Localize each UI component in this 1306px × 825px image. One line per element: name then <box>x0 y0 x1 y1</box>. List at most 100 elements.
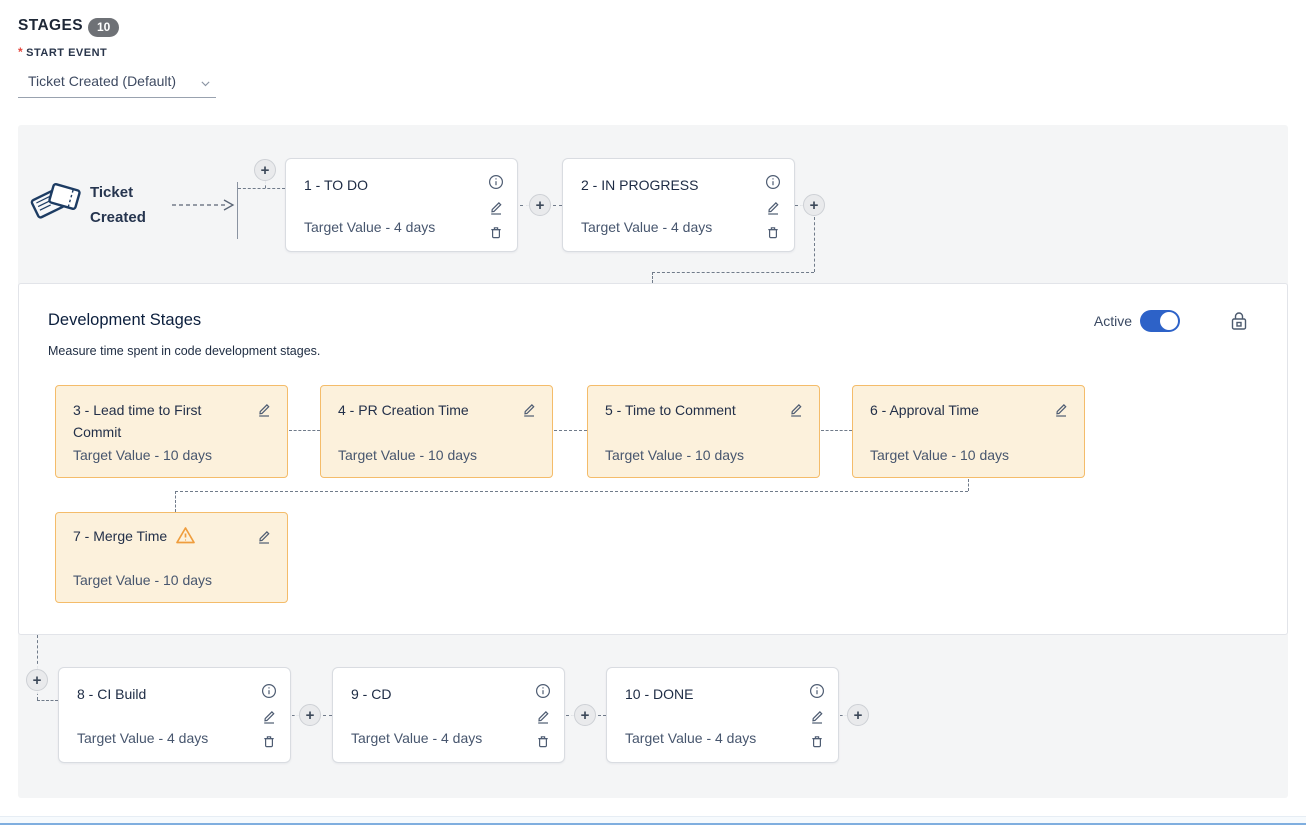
stage-card-9: 9 - CD Target Value - 4 days <box>332 667 565 763</box>
stage-card-2: 2 - IN PROGRESS Target Value - 4 days <box>562 158 795 252</box>
connector-9-10b <box>598 715 606 716</box>
stage-title: 6 - Approval Time <box>870 402 979 418</box>
stage-title: 2 - IN PROGRESS <box>581 177 699 193</box>
stage-title: 1 - TO DO <box>304 177 369 193</box>
connector-start-stage1 <box>238 188 285 189</box>
stage-target-value: Target Value - 10 days <box>73 572 213 588</box>
stage-card-10: 10 - DONE Target Value - 4 days <box>606 667 839 763</box>
stage-target-value: Target Value - 4 days <box>581 219 713 235</box>
edit-icon[interactable] <box>260 707 278 725</box>
edit-icon[interactable] <box>787 400 805 418</box>
connector-dev-8-h <box>37 700 58 701</box>
add-stage-button-before-8[interactable]: + <box>26 669 48 691</box>
trash-icon[interactable] <box>808 732 826 750</box>
active-toggle[interactable] <box>1140 310 1180 332</box>
chevron-down-icon <box>199 77 212 90</box>
connector-2-dev-v1 <box>814 217 815 272</box>
connector-9-10a <box>566 715 574 716</box>
lock-icon[interactable] <box>1229 310 1249 332</box>
edit-icon[interactable] <box>1052 400 1070 418</box>
page-title: STAGES <box>18 17 83 34</box>
stage-target-value: Target Value - 4 days <box>625 730 757 746</box>
add-stage-button-before-1[interactable]: + <box>254 159 276 181</box>
connector-6-7-v1 <box>968 479 969 491</box>
edit-icon[interactable] <box>520 400 538 418</box>
info-icon[interactable] <box>534 682 552 700</box>
trash-icon[interactable] <box>534 732 552 750</box>
stage-target-value: Target Value - 10 days <box>870 447 1010 463</box>
stage-target-value: Target Value - 4 days <box>351 730 483 746</box>
info-icon[interactable] <box>260 682 278 700</box>
connector-1-2a <box>520 205 529 206</box>
stage-title: 7 - Merge Time <box>73 527 168 544</box>
connector-6-7-h <box>175 491 968 492</box>
warning-icon <box>175 526 196 545</box>
edit-icon[interactable] <box>764 198 782 216</box>
connector-5-6 <box>821 430 852 431</box>
connector-6-7-v2 <box>175 491 176 512</box>
connector-2-plus <box>795 205 803 206</box>
connector-1-2b <box>553 205 562 206</box>
edit-icon[interactable] <box>534 707 552 725</box>
start-node-label: Ticket Created <box>90 184 146 226</box>
info-icon[interactable] <box>764 173 782 191</box>
edit-icon[interactable] <box>255 400 273 418</box>
development-section-subtitle: Measure time spent in code development s… <box>48 344 321 358</box>
connector-10-plus <box>840 715 847 716</box>
start-event-selected-value: Ticket Created (Default) <box>28 73 177 89</box>
stage-card-4: 4 - PR Creation Time Target Value - 10 d… <box>320 385 553 478</box>
footer-band <box>0 816 1306 823</box>
stage-card-3: 3 - Lead time to First Commit Target Val… <box>55 385 288 478</box>
stage-title: 3 - Lead time to First Commit <box>73 402 202 440</box>
stage-card-5: 5 - Time to Comment Target Value - 10 da… <box>587 385 820 478</box>
edit-icon[interactable] <box>255 527 273 545</box>
add-stage-button-after-2[interactable]: + <box>803 194 825 216</box>
ticket-icon <box>26 174 84 228</box>
add-stage-button-between-1-2[interactable]: + <box>529 194 551 216</box>
start-junction-line <box>237 182 238 239</box>
start-event-label: * START EVENT <box>18 45 107 59</box>
add-stage-button-between-8-9[interactable]: + <box>299 704 321 726</box>
stage-card-7: 7 - Merge Time Target Value - 10 days <box>55 512 288 603</box>
edit-icon[interactable] <box>808 707 826 725</box>
start-arrow <box>172 198 240 212</box>
stage-title: 5 - Time to Comment <box>605 402 736 418</box>
connector-4-5 <box>554 430 587 431</box>
info-icon[interactable] <box>808 682 826 700</box>
connector-3-4 <box>289 430 320 431</box>
connector-8-9b <box>323 715 332 716</box>
stage-title: 8 - CI Build <box>77 686 147 702</box>
stage-card-8: 8 - CI Build Target Value - 4 days <box>58 667 291 763</box>
development-section-title: Development Stages <box>48 311 202 329</box>
info-icon[interactable] <box>487 173 505 191</box>
footer-divider <box>0 823 1306 825</box>
add-stage-button-between-9-10[interactable]: + <box>574 704 596 726</box>
connector-2-dev-h <box>652 272 814 273</box>
connector-dev-8-v <box>37 635 38 700</box>
trash-icon[interactable] <box>260 732 278 750</box>
stage-target-value: Target Value - 10 days <box>605 447 745 463</box>
connector-2-dev-v2 <box>652 272 653 283</box>
stage-target-value: Target Value - 10 days <box>73 447 213 463</box>
start-event-label-text: START EVENT <box>26 47 108 59</box>
stage-target-value: Target Value - 4 days <box>77 730 209 746</box>
trash-icon[interactable] <box>764 223 782 241</box>
required-asterisk: * <box>18 45 24 59</box>
stage-title: 4 - PR Creation Time <box>338 402 469 418</box>
toggle-knob <box>1160 312 1178 330</box>
stage-target-value: Target Value - 10 days <box>338 447 478 463</box>
connector-8-9a <box>292 715 299 716</box>
add-stage-button-after-10[interactable]: + <box>847 704 869 726</box>
stage-title: 10 - DONE <box>625 686 694 702</box>
stage-title: 9 - CD <box>351 686 392 702</box>
connector-plus-stem <box>265 181 266 188</box>
stage-target-value: Target Value - 4 days <box>304 219 436 235</box>
stage-count-badge: 10 <box>88 18 120 37</box>
stage-card-6: 6 - Approval Time Target Value - 10 days <box>852 385 1085 478</box>
trash-icon[interactable] <box>487 223 505 241</box>
stage-card-1: 1 - TO DO Target Value - 4 days <box>285 158 518 252</box>
edit-icon[interactable] <box>487 198 505 216</box>
start-event-select[interactable]: Ticket Created (Default) <box>18 68 216 98</box>
active-toggle-label: Active <box>1093 313 1132 329</box>
